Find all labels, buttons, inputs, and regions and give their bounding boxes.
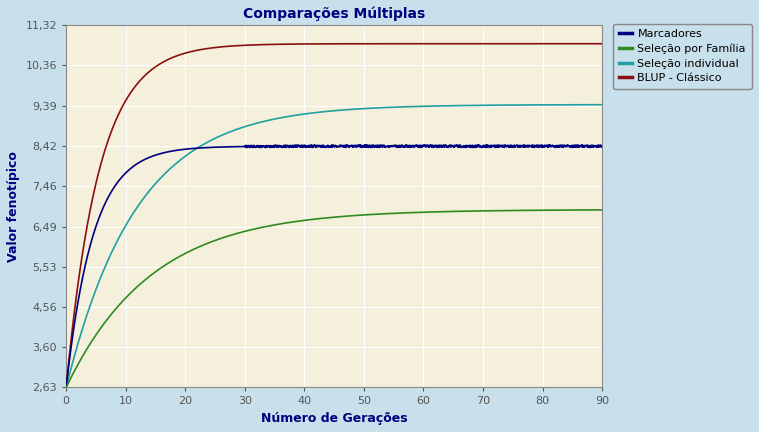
Title: Comparações Múltiplas: Comparações Múltiplas <box>243 7 425 22</box>
Y-axis label: Valor fenotípico: Valor fenotípico <box>7 151 20 262</box>
Legend: Marcadores, Seleção por Família, Seleção individual, BLUP - Clássico: Marcadores, Seleção por Família, Seleção… <box>613 24 751 89</box>
X-axis label: Número de Gerações: Número de Gerações <box>261 412 408 425</box>
